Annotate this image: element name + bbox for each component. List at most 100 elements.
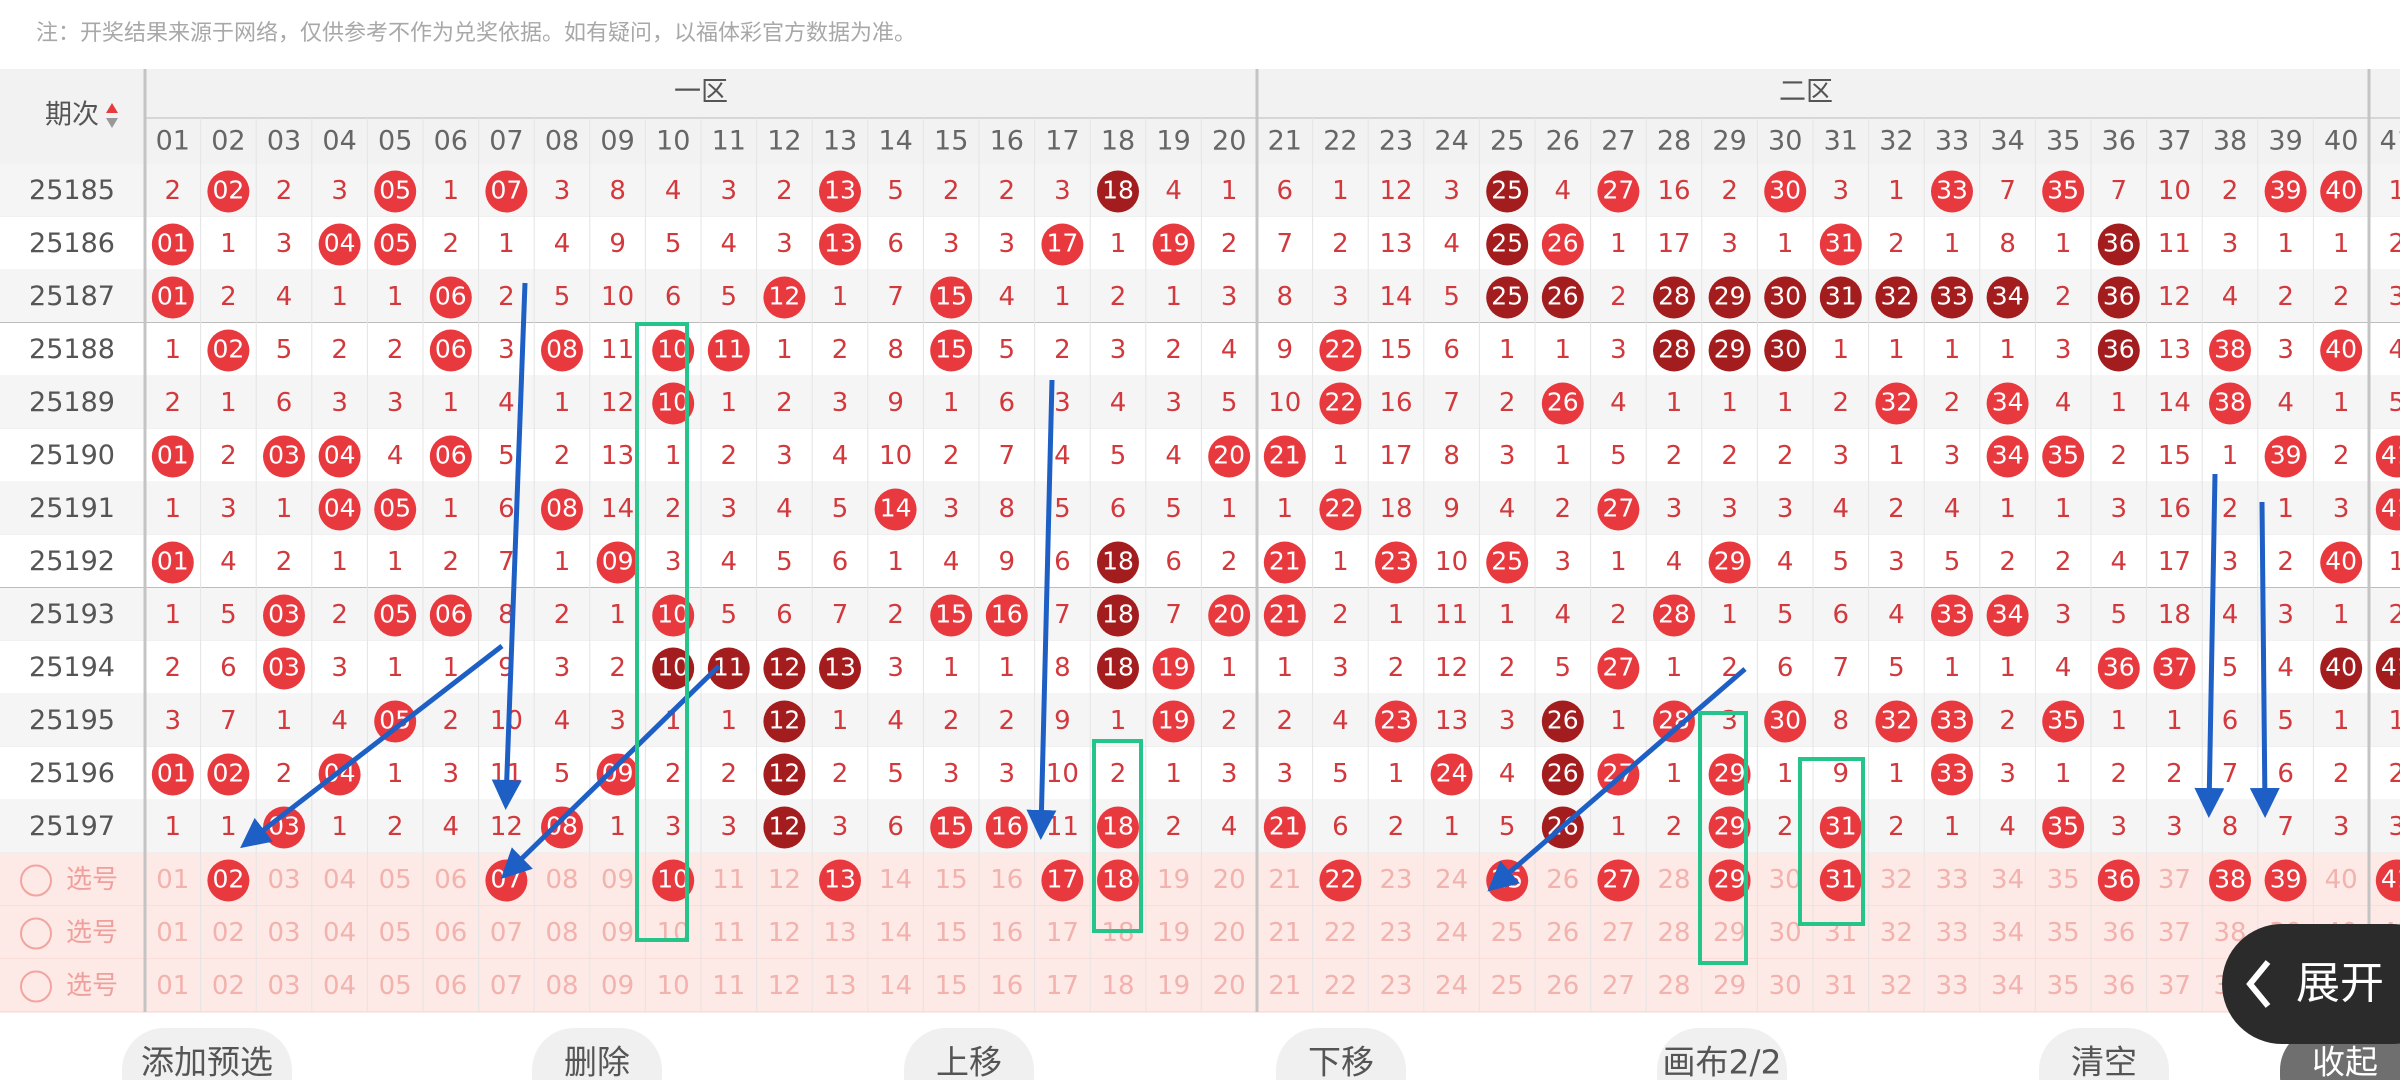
select-number[interactable]: 33 (1935, 971, 1968, 1001)
select-number[interactable]: 03 (267, 918, 300, 948)
select-number[interactable]: 11 (712, 918, 745, 948)
picked-number[interactable]: 22 (1324, 865, 1356, 894)
select-number[interactable]: 08 (545, 971, 578, 1001)
select-number[interactable]: 28 (1657, 971, 1690, 1001)
picked-ball[interactable] (2375, 859, 2400, 902)
select-number[interactable]: 34 (1991, 865, 2024, 895)
picked-number[interactable]: 25 (1491, 865, 1523, 894)
picked-ball[interactable] (1041, 859, 1084, 902)
picked-ball[interactable] (1819, 859, 1862, 902)
select-number[interactable]: 03 (267, 971, 300, 1001)
select-number[interactable]: 14 (879, 971, 912, 1001)
select-number[interactable]: 18 (1101, 971, 1134, 1001)
picked-ball[interactable] (2209, 859, 2251, 902)
picked-number[interactable]: 36 (2103, 865, 2135, 894)
select-number[interactable]: 08 (545, 918, 578, 948)
select-number[interactable]: 12 (768, 865, 801, 895)
select-number[interactable]: 24 (1435, 918, 1468, 948)
picked-number[interactable]: 39 (2270, 865, 2302, 894)
select-radio[interactable] (20, 917, 52, 950)
select-number[interactable]: 17 (1046, 971, 1079, 1001)
select-number[interactable]: 02 (212, 971, 245, 1001)
select-number[interactable]: 16 (990, 865, 1023, 895)
select-number[interactable]: 14 (879, 918, 912, 948)
expand-button[interactable]: 展开 (2222, 924, 2400, 1044)
select-radio[interactable] (20, 864, 52, 897)
picked-number[interactable]: 18 (1102, 865, 1134, 894)
select-number[interactable]: 36 (2102, 918, 2135, 948)
picked-ball[interactable] (1319, 859, 1362, 902)
select-number[interactable]: 33 (1935, 918, 1968, 948)
select-number[interactable]: 09 (601, 865, 634, 895)
select-number[interactable]: 04 (323, 971, 356, 1001)
select-number[interactable]: 19 (1157, 865, 1190, 895)
expand-label[interactable]: 展开 (2296, 958, 2384, 1009)
select-number[interactable]: 26 (1546, 918, 1579, 948)
select-number[interactable]: 10 (657, 971, 690, 1001)
picked-number[interactable]: 13 (824, 865, 856, 894)
select-number[interactable]: 35 (2047, 918, 2080, 948)
select-number[interactable]: 06 (434, 865, 467, 895)
picked-number[interactable]: 27 (1602, 865, 1634, 894)
picked-ball[interactable] (652, 859, 695, 902)
select-number[interactable]: 05 (379, 865, 412, 895)
select-number[interactable]: 32 (1880, 865, 1913, 895)
action-button[interactable] (122, 1028, 292, 1080)
select-number[interactable]: 29 (1713, 918, 1746, 948)
select-number[interactable]: 27 (1602, 971, 1635, 1001)
action-button-label[interactable]: 上移 (936, 1043, 1002, 1080)
select-number[interactable]: 30 (1769, 971, 1802, 1001)
action-button[interactable] (1276, 1028, 1406, 1080)
select-number[interactable]: 15 (935, 971, 968, 1001)
select-number[interactable]: 24 (1435, 865, 1468, 895)
action-button-label[interactable]: 清空 (2071, 1043, 2137, 1080)
select-number[interactable]: 40 (2325, 865, 2358, 895)
select-number[interactable]: 28 (1657, 865, 1690, 895)
select-number[interactable]: 01 (156, 971, 189, 1001)
action-button-label[interactable]: 删除 (564, 1043, 630, 1080)
select-number[interactable]: 32 (1880, 971, 1913, 1001)
select-number[interactable]: 13 (823, 918, 856, 948)
picked-number[interactable]: 17 (1046, 865, 1078, 894)
select-number[interactable]: 29 (1713, 971, 1746, 1001)
select-number[interactable]: 33 (1935, 865, 1968, 895)
expand-button-bg[interactable] (2222, 924, 2400, 1044)
select-number[interactable]: 21 (1268, 865, 1301, 895)
select-number[interactable]: 35 (2047, 971, 2080, 1001)
picked-ball[interactable] (2264, 859, 2307, 902)
action-button-label[interactable]: 收起 (2312, 1043, 2378, 1080)
select-number[interactable]: 24 (1435, 971, 1468, 1001)
select-number[interactable]: 01 (156, 865, 189, 895)
select-number[interactable]: 13 (823, 971, 856, 1001)
picked-ball[interactable] (1597, 859, 1640, 902)
select-number[interactable]: 14 (879, 865, 912, 895)
select-number[interactable]: 34 (1991, 971, 2024, 1001)
picked-number[interactable]: 10 (657, 865, 689, 894)
action-button[interactable] (532, 1028, 662, 1080)
select-number[interactable]: 02 (212, 918, 245, 948)
select-number[interactable]: 23 (1379, 918, 1412, 948)
select-number[interactable]: 20 (1213, 918, 1246, 948)
select-number[interactable]: 22 (1324, 971, 1357, 1001)
select-number[interactable]: 10 (657, 918, 690, 948)
select-number[interactable]: 05 (379, 918, 412, 948)
action-button[interactable] (1657, 1028, 1787, 1080)
picked-number[interactable]: 29 (1714, 865, 1746, 894)
select-number[interactable]: 11 (712, 865, 745, 895)
picked-number[interactable]: 31 (1825, 865, 1857, 894)
picked-ball[interactable] (819, 859, 861, 902)
select-number[interactable]: 23 (1379, 865, 1412, 895)
select-number[interactable]: 09 (601, 918, 634, 948)
select-number[interactable]: 11 (712, 971, 745, 1001)
action-button[interactable] (2039, 1028, 2169, 1080)
select-number[interactable]: 34 (1991, 918, 2024, 948)
picked-ball[interactable] (2097, 859, 2140, 902)
select-number[interactable]: 32 (1880, 918, 1913, 948)
select-number[interactable]: 12 (768, 918, 801, 948)
select-number[interactable]: 09 (601, 971, 634, 1001)
select-number[interactable]: 20 (1213, 971, 1246, 1001)
select-number[interactable]: 27 (1602, 918, 1635, 948)
select-number[interactable]: 05 (379, 971, 412, 1001)
select-number[interactable]: 17 (1046, 918, 1079, 948)
action-button-label[interactable]: 下移 (1308, 1043, 1374, 1080)
